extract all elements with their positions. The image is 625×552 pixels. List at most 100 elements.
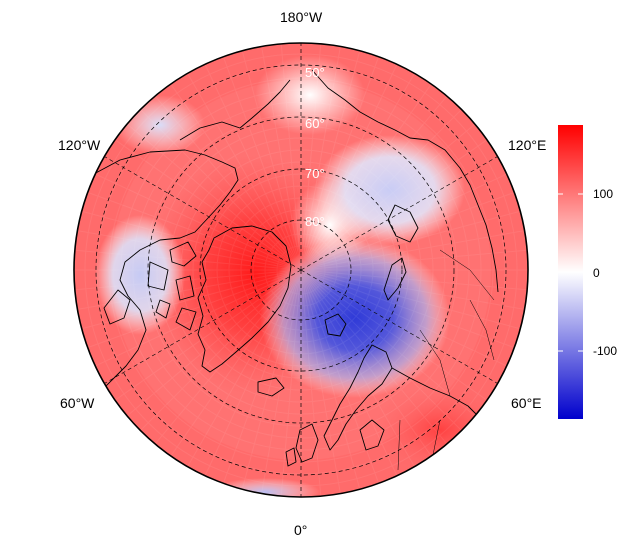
siberia-coast [311, 69, 499, 293]
lat-label-70: 70° [305, 166, 325, 181]
grid-spoke [300, 269, 515, 349]
lat-label-60: 60° [305, 116, 325, 131]
grid-spoke [300, 269, 322, 497]
grid-spoke [300, 109, 462, 271]
grid-spoke [300, 73, 415, 271]
grid-spoke [222, 56, 302, 271]
grid-spoke [126, 123, 302, 271]
iceland [257, 377, 285, 397]
grid-spoke [74, 249, 302, 271]
lat-label-50: 50° [305, 65, 325, 80]
colorbar-ticks [558, 193, 583, 352]
grid-spoke [300, 83, 432, 271]
meridians [104, 43, 498, 497]
lon-label-60w: 60°W [60, 395, 95, 411]
grid-spoke [300, 269, 415, 467]
grid-spoke [300, 269, 398, 476]
lat-circle-70 [199, 168, 403, 372]
scandinavia [323, 344, 393, 451]
grid-spoke [300, 50, 361, 271]
grid-spoke [77, 269, 302, 310]
grid-ring [252, 221, 350, 319]
lat-circle-60 [147, 116, 455, 424]
grid-spoke [300, 43, 322, 271]
grid-spoke [261, 46, 302, 271]
grid-spoke [300, 269, 507, 367]
grid-spoke [81, 210, 302, 271]
grid-spoke [300, 269, 341, 494]
canadian-islands [147, 241, 197, 331]
grid-spoke [300, 64, 398, 271]
lon-label-0: 0° [294, 522, 308, 538]
grid-spoke [300, 95, 448, 271]
grid-spoke [187, 269, 302, 467]
colorbar-tick-100: 100 [593, 187, 613, 201]
grid-spoke [300, 269, 525, 310]
grid-spoke [300, 191, 515, 271]
grid-spoke [222, 269, 302, 484]
grid-ring [120, 89, 482, 451]
svalbard [324, 313, 347, 337]
grid-spoke [300, 269, 432, 457]
grid-ring [168, 137, 434, 403]
grid-ring [204, 173, 398, 367]
grid-spoke [114, 139, 302, 271]
hudson-bay [103, 289, 131, 325]
grid-spoke [300, 46, 341, 271]
grid-spoke [280, 43, 302, 271]
british-isles [285, 423, 319, 467]
grid-spoke [154, 269, 302, 445]
siberia-low [310, 130, 480, 250]
atlantic-low [200, 470, 335, 497]
grid-spoke [300, 269, 488, 401]
lat-label-80: 80° [305, 214, 325, 229]
grid-spoke [300, 230, 525, 271]
grid-spoke [280, 269, 302, 497]
grid-spoke [95, 269, 302, 367]
grid-spoke [95, 173, 302, 271]
grid-spoke [300, 269, 521, 330]
grid-spoke [300, 139, 488, 271]
coastlines [91, 69, 499, 471]
grid-spoke [140, 109, 302, 271]
north-america-coast [91, 149, 239, 406]
grid-spoke [87, 269, 302, 349]
grid-spoke [187, 73, 302, 271]
novaya-zemlya [383, 257, 407, 301]
grid-spoke [300, 269, 528, 291]
grid-spoke [114, 269, 302, 401]
map-boundary [73, 42, 529, 498]
grid-spoke [241, 50, 302, 271]
grid-spoke [74, 269, 302, 291]
grid-ring [288, 257, 314, 283]
grid-spoke [77, 230, 302, 271]
lon-label-120w: 120°W [58, 137, 101, 153]
grid-spoke [204, 64, 302, 271]
borders [397, 249, 495, 471]
grid-spoke [154, 95, 302, 271]
grid-spoke [170, 269, 302, 457]
grid-spoke [300, 269, 476, 417]
grid-spoke [300, 249, 528, 271]
lon-label-60e: 60°E [511, 395, 542, 411]
alaska-coast [179, 79, 291, 141]
grid-spoke [204, 269, 302, 476]
grid-spoke [87, 191, 302, 271]
grid-spoke [300, 269, 361, 490]
colorbar-tick-minus100: -100 [593, 344, 617, 358]
grid-spoke [300, 56, 380, 271]
grid-ring [84, 53, 518, 487]
lon-label-180w: 180°W [280, 9, 323, 25]
lon-label-120e: 120°E [508, 137, 547, 153]
grid-spoke [140, 269, 302, 431]
latitude-labels: 50° 60° 70° 80° [305, 65, 325, 229]
grid-spoke [81, 269, 302, 330]
scandinavia-low [255, 235, 455, 405]
graticule [95, 43, 507, 497]
colorbar: 100 0 -100 [558, 125, 617, 419]
baltic [359, 419, 385, 451]
grid-spoke [300, 123, 476, 271]
grid-spoke [241, 269, 302, 490]
grid-spoke [126, 269, 302, 417]
